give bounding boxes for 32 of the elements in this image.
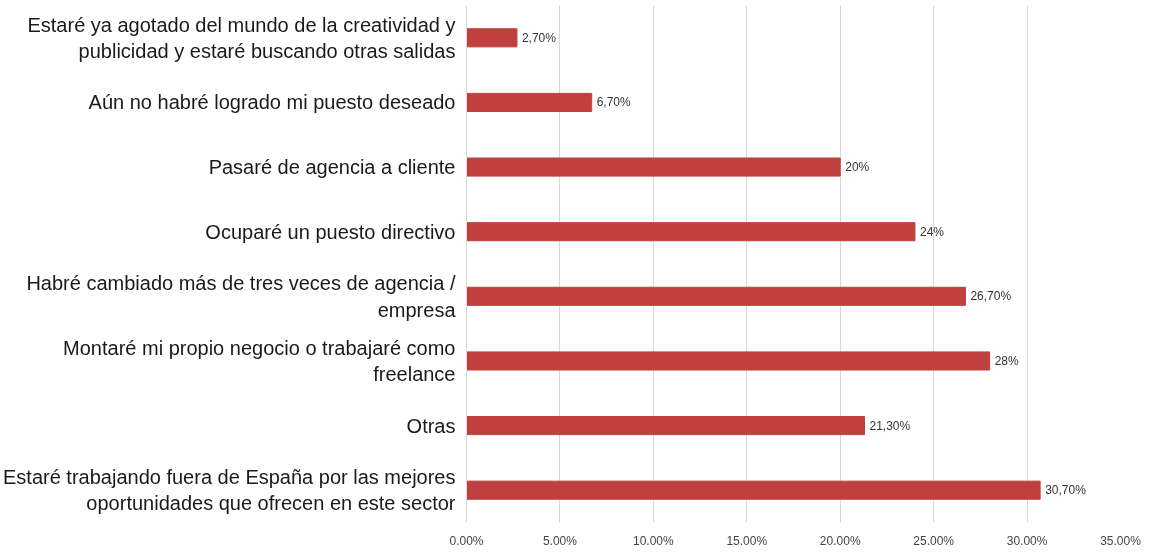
data-label: 6,70% xyxy=(596,95,632,110)
y-tick-label: Pasaré de agencia a cliente xyxy=(208,156,456,179)
x-tick-label: 35.00% xyxy=(1100,533,1142,548)
bar xyxy=(466,157,841,177)
x-tick-label: 25.00% xyxy=(913,533,955,548)
y-tick-label: Aún no habré logrado mi puesto deseado xyxy=(88,91,456,114)
x-tick-label: 15.00% xyxy=(726,533,768,548)
x-tick-label: 30.00% xyxy=(1006,533,1048,548)
x-tick-label: 0.00% xyxy=(449,533,484,548)
y-tick-label: Montaré mi propio negocio o trabajaré como freelance xyxy=(63,336,456,386)
bar xyxy=(466,286,966,306)
y-tick-label: Ocuparé un puesto directivo xyxy=(205,220,456,243)
y-tick-label: Otras xyxy=(406,414,456,437)
bar xyxy=(466,351,991,371)
x-tick-label: 5.00% xyxy=(542,533,578,548)
bar xyxy=(466,92,593,112)
x-tick-label: 20.00% xyxy=(819,533,861,548)
data-label: 24% xyxy=(919,224,945,239)
bar xyxy=(466,28,518,48)
data-label: 20% xyxy=(845,160,870,175)
x-tick-label: 10.00% xyxy=(633,533,675,548)
y-tick-label: Estaré ya agotado del mundo de la creatividad y publicidad y estaré buscando otras salidas xyxy=(27,13,456,63)
bar xyxy=(466,480,1041,500)
data-label: 21,30% xyxy=(869,418,911,433)
data-label: 2,70% xyxy=(521,30,557,45)
data-label: 28% xyxy=(994,353,1020,368)
y-tick-label: Habré cambiado más de tres veces de agencia / empresa xyxy=(26,272,457,321)
data-label: 26,70% xyxy=(970,289,1012,304)
bar xyxy=(466,222,916,242)
bar xyxy=(466,416,866,436)
data-label: 30,70% xyxy=(1045,483,1087,498)
y-tick-label: Estaré trabajando fuera de España por las mejores oportunidades que ofrecen en este sector xyxy=(3,465,456,515)
